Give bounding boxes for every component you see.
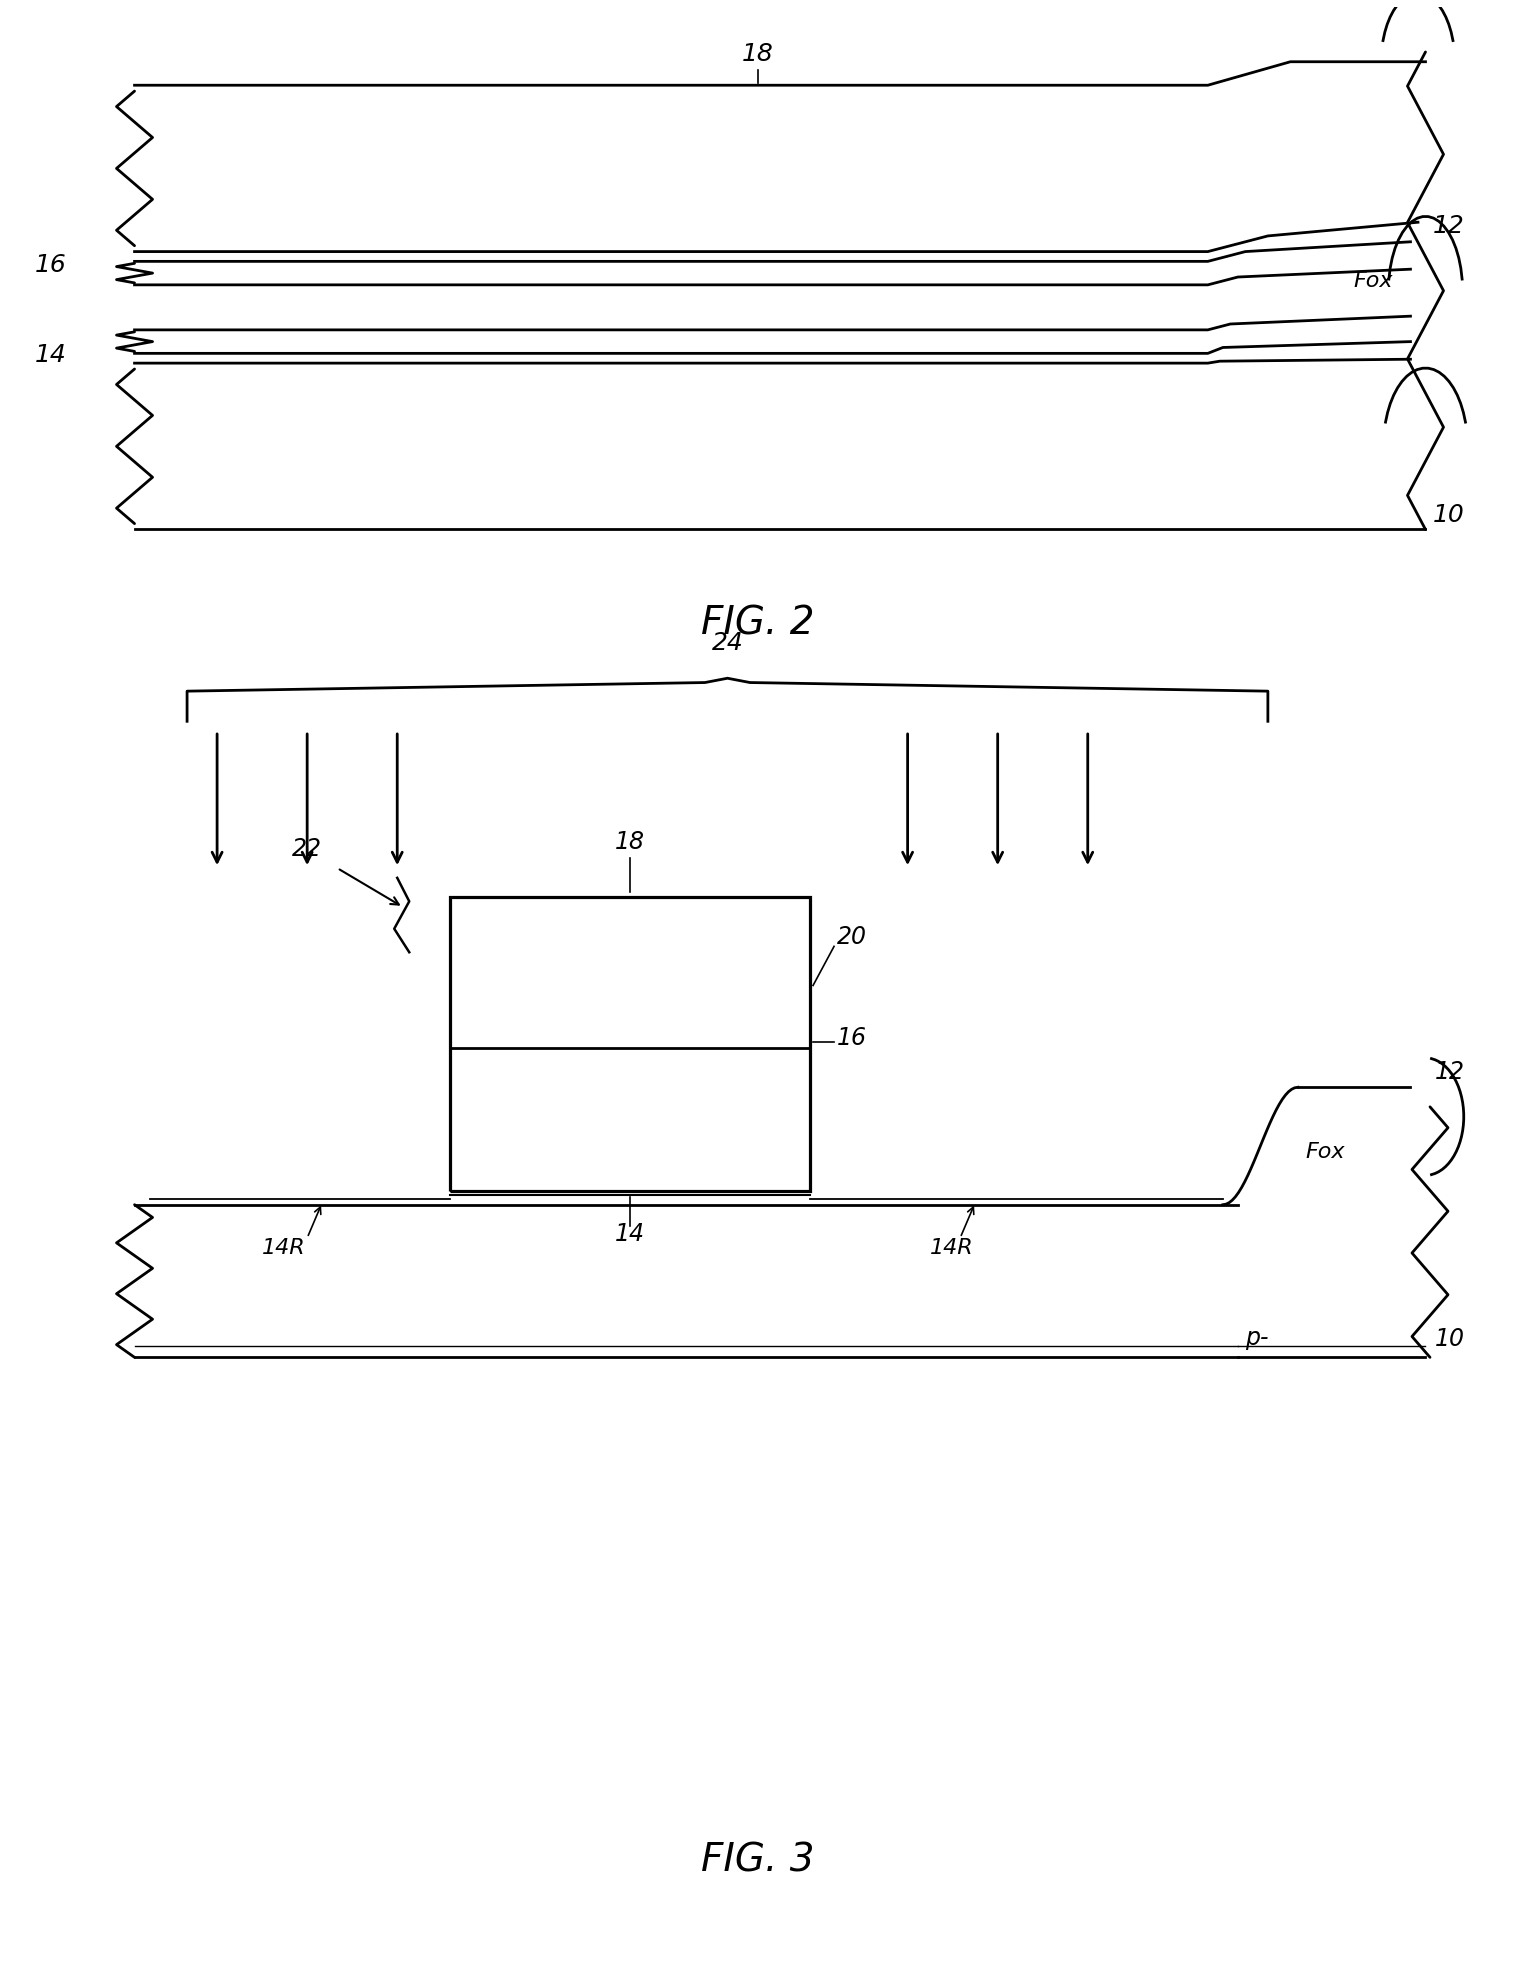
Text: 14: 14 (35, 343, 67, 367)
Text: 18: 18 (742, 41, 773, 65)
Text: Fox: Fox (1353, 270, 1392, 292)
Text: 16: 16 (838, 1027, 867, 1051)
Text: 16: 16 (35, 254, 67, 278)
Text: 20: 20 (838, 924, 867, 948)
Text: Fox: Fox (1304, 1141, 1345, 1161)
Text: 24: 24 (712, 631, 744, 654)
Text: p-: p- (1245, 1326, 1270, 1350)
Text: 12: 12 (1435, 1060, 1465, 1084)
Text: 22: 22 (292, 836, 323, 861)
Text: 14R: 14R (930, 1238, 974, 1257)
Text: 10: 10 (1433, 503, 1465, 526)
Text: 12: 12 (1433, 215, 1465, 238)
Text: FIG. 2: FIG. 2 (701, 605, 814, 643)
Text: 14R: 14R (262, 1238, 306, 1257)
Text: FIG. 3: FIG. 3 (701, 1841, 814, 1878)
Text: 10: 10 (1435, 1328, 1465, 1352)
Text: 18: 18 (615, 830, 645, 853)
Text: 14: 14 (615, 1222, 645, 1246)
